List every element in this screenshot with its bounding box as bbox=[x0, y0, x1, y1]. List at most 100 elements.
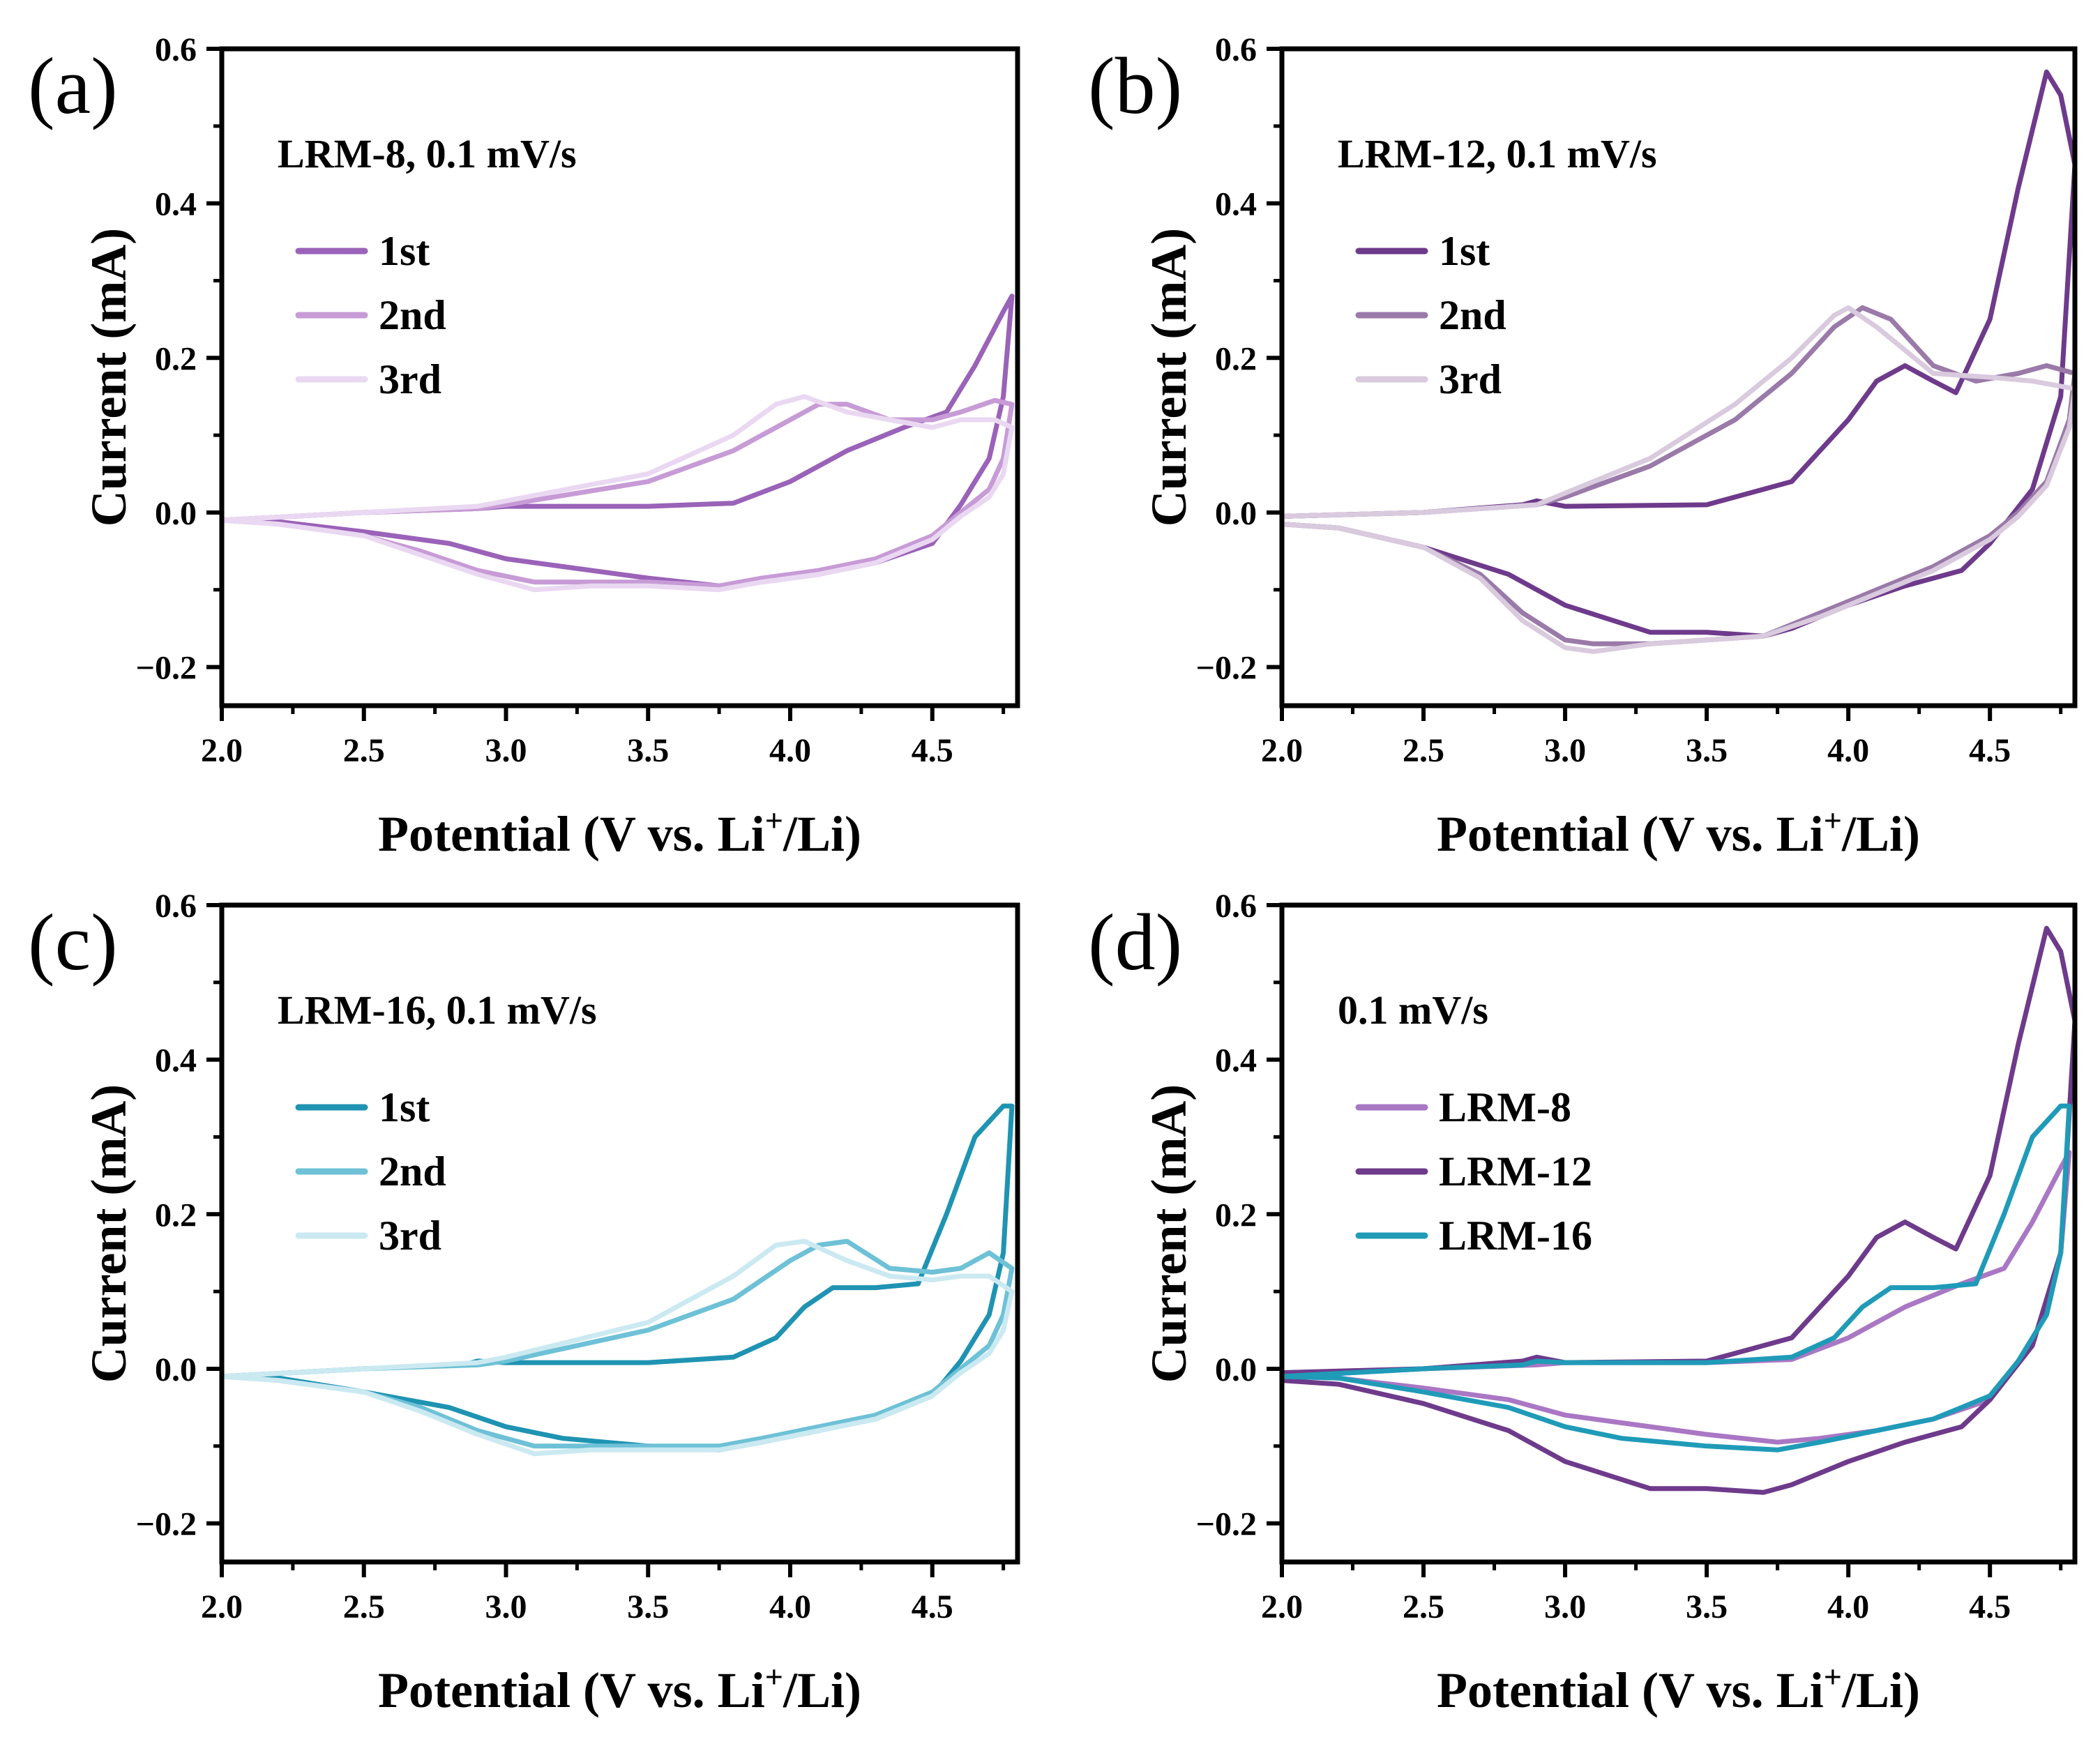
x-axis-label: Potential (V vs. Li+/Li) bbox=[378, 803, 861, 862]
legend-label: 2nd bbox=[379, 292, 446, 338]
series-line-1st bbox=[1282, 69, 2075, 639]
y-tick-label: 0.4 bbox=[155, 1042, 197, 1079]
y-tick-label: 0.6 bbox=[155, 31, 197, 68]
legend: LRM-8 LRM-12 LRM-16 bbox=[1355, 1084, 1592, 1259]
series-line-1st bbox=[222, 294, 1015, 589]
plot-frame bbox=[219, 46, 1020, 708]
x-tick-label: 4.5 bbox=[1969, 1588, 2011, 1625]
y-tick-label: 0.0 bbox=[1215, 1351, 1257, 1388]
y-tick-label: 0.6 bbox=[155, 888, 197, 925]
x-tick-label: 4.0 bbox=[769, 1588, 811, 1625]
y-axis-label: Current (mA) bbox=[1141, 228, 1197, 527]
y-tick-label: −0.2 bbox=[136, 650, 197, 687]
curves bbox=[222, 294, 1015, 593]
legend-label: LRM-8 bbox=[1439, 1084, 1571, 1130]
y-tick-label: −0.2 bbox=[136, 1506, 197, 1543]
series-line-3rd bbox=[1282, 305, 2075, 654]
y-tick-label: 0.6 bbox=[1215, 31, 1257, 68]
legend-label: LRM-16 bbox=[1439, 1213, 1592, 1259]
x-tick-label: 2.5 bbox=[343, 732, 385, 769]
plot-frame bbox=[1279, 46, 2078, 708]
x-tick-label: 2.5 bbox=[1403, 732, 1444, 769]
series-line-2nd bbox=[222, 397, 1015, 589]
legend-label: 2nd bbox=[1439, 292, 1506, 338]
plot-frame bbox=[219, 902, 1020, 1565]
series-line-3rd bbox=[222, 394, 1015, 593]
y-tick-label: 0.0 bbox=[155, 495, 197, 532]
x-axis-label: Potential (V vs. Li+/Li) bbox=[1437, 1659, 1920, 1718]
legend-label: 1st bbox=[1439, 228, 1490, 274]
x-tick-label: 4.5 bbox=[912, 1588, 953, 1625]
y-tick-label: 0.2 bbox=[155, 340, 197, 377]
x-tick-label: 4.0 bbox=[1827, 732, 1869, 769]
x-tick-label: 3.5 bbox=[627, 732, 669, 769]
series-line-lrm-16 bbox=[1282, 1103, 2072, 1452]
legend-label: 2nd bbox=[379, 1148, 446, 1194]
series-line-3rd bbox=[222, 1238, 1015, 1457]
panel-annotation: LRM-16, 0.1 mV/s bbox=[278, 987, 597, 1033]
x-axis-label: Potential (V vs. Li+/Li) bbox=[378, 1659, 861, 1718]
x-tick-label: 2.5 bbox=[343, 1588, 385, 1625]
y-axis-label: Current (mA) bbox=[81, 1084, 137, 1383]
y-tick-label: 0.2 bbox=[1215, 340, 1257, 377]
legend-label: LRM-12 bbox=[1439, 1148, 1592, 1194]
y-tick-label: 0.2 bbox=[155, 1197, 197, 1234]
y-tick-label: −0.2 bbox=[1196, 650, 1257, 687]
x-axis-label: Potential (V vs. Li+/Li) bbox=[1437, 803, 1920, 862]
legend-label: 3rd bbox=[379, 1213, 441, 1259]
x-tick-label: 2.0 bbox=[201, 1588, 243, 1625]
y-tick-label: 0.4 bbox=[1215, 1042, 1257, 1079]
x-tick-label: 4.0 bbox=[769, 732, 811, 769]
x-tick-label: 3.0 bbox=[1544, 1588, 1586, 1625]
legend: 1st 2nd 3rd bbox=[295, 1084, 446, 1259]
legend-label: 1st bbox=[379, 228, 430, 274]
panel-a: 2.0 2.5 3.0 3.5 4.0 4.5 −0.2 0.0 0.2 0.4 0.6 Curren… bbox=[28, 31, 1020, 862]
y-tick-label: 0.2 bbox=[1215, 1197, 1257, 1234]
x-tick-label: 4.5 bbox=[912, 732, 953, 769]
x-tick-label: 4.5 bbox=[1969, 732, 2011, 769]
panel-b: 2.0 2.5 3.0 3.5 4.0 4.5 −0.2 0.0 0.2 0.4 0.6 Curren… bbox=[1088, 31, 2078, 862]
x-tick-label: 3.0 bbox=[485, 1588, 527, 1625]
x-tick-label: 2.0 bbox=[1261, 1588, 1303, 1625]
panel-letter: (b) bbox=[1088, 42, 1182, 131]
series-line-1st bbox=[222, 1103, 1015, 1452]
panel-letter: (c) bbox=[28, 898, 118, 987]
series-line-lrm-12 bbox=[1282, 925, 2075, 1495]
x-tick-label: 2.5 bbox=[1403, 1588, 1444, 1625]
x-tick-label: 3.5 bbox=[627, 1588, 669, 1625]
y-tick-label: 0.0 bbox=[1215, 495, 1257, 532]
x-tick-label: 2.0 bbox=[1261, 732, 1303, 769]
y-tick-label: 0.0 bbox=[155, 1351, 197, 1388]
curves bbox=[1282, 69, 2075, 654]
legend-label: 3rd bbox=[1439, 356, 1502, 402]
x-tick-label: 2.0 bbox=[201, 732, 243, 769]
y-tick-label: −0.2 bbox=[1196, 1506, 1257, 1543]
legend: 1st 2nd 3rd bbox=[295, 228, 446, 402]
x-tick-label: 3.0 bbox=[1544, 732, 1586, 769]
curves bbox=[222, 1103, 1015, 1457]
series-line-2nd bbox=[222, 1238, 1015, 1449]
x-tick-label: 4.0 bbox=[1827, 1588, 1869, 1625]
series-line-2nd bbox=[1282, 305, 2075, 646]
panel-letter: (a) bbox=[28, 42, 118, 131]
panel-d: 2.0 2.5 3.0 3.5 4.0 4.5 −0.2 0.0 0.2 0.4 0.6 Curren… bbox=[1088, 888, 2078, 1718]
x-tick-label: 3.5 bbox=[1686, 1588, 1728, 1625]
x-tick-label: 3.0 bbox=[485, 732, 527, 769]
legend-label: 1st bbox=[379, 1084, 430, 1130]
panel-annotation: 0.1 mV/s bbox=[1338, 987, 1488, 1033]
x-tick-label: 3.5 bbox=[1686, 732, 1728, 769]
plot-frame bbox=[1279, 902, 2078, 1565]
y-tick-label: 0.4 bbox=[155, 186, 197, 223]
legend-label: 3rd bbox=[379, 356, 441, 402]
panel-annotation: LRM-8, 0.1 mV/s bbox=[278, 131, 577, 176]
curves bbox=[1282, 925, 2075, 1495]
legend: 1st 2nd 3rd bbox=[1355, 228, 1506, 402]
y-axis-label: Current (mA) bbox=[81, 228, 137, 527]
y-axis-label: Current (mA) bbox=[1141, 1084, 1197, 1383]
panel-c: 2.0 2.5 3.0 3.5 4.0 4.5 −0.2 0.0 0.2 0.4 0.6 Curren… bbox=[28, 888, 1020, 1718]
y-tick-label: 0.6 bbox=[1215, 888, 1257, 925]
y-tick-label: 0.4 bbox=[1215, 186, 1257, 223]
panel-annotation: LRM-12, 0.1 mV/s bbox=[1338, 131, 1657, 176]
panel-letter: (d) bbox=[1088, 898, 1182, 987]
